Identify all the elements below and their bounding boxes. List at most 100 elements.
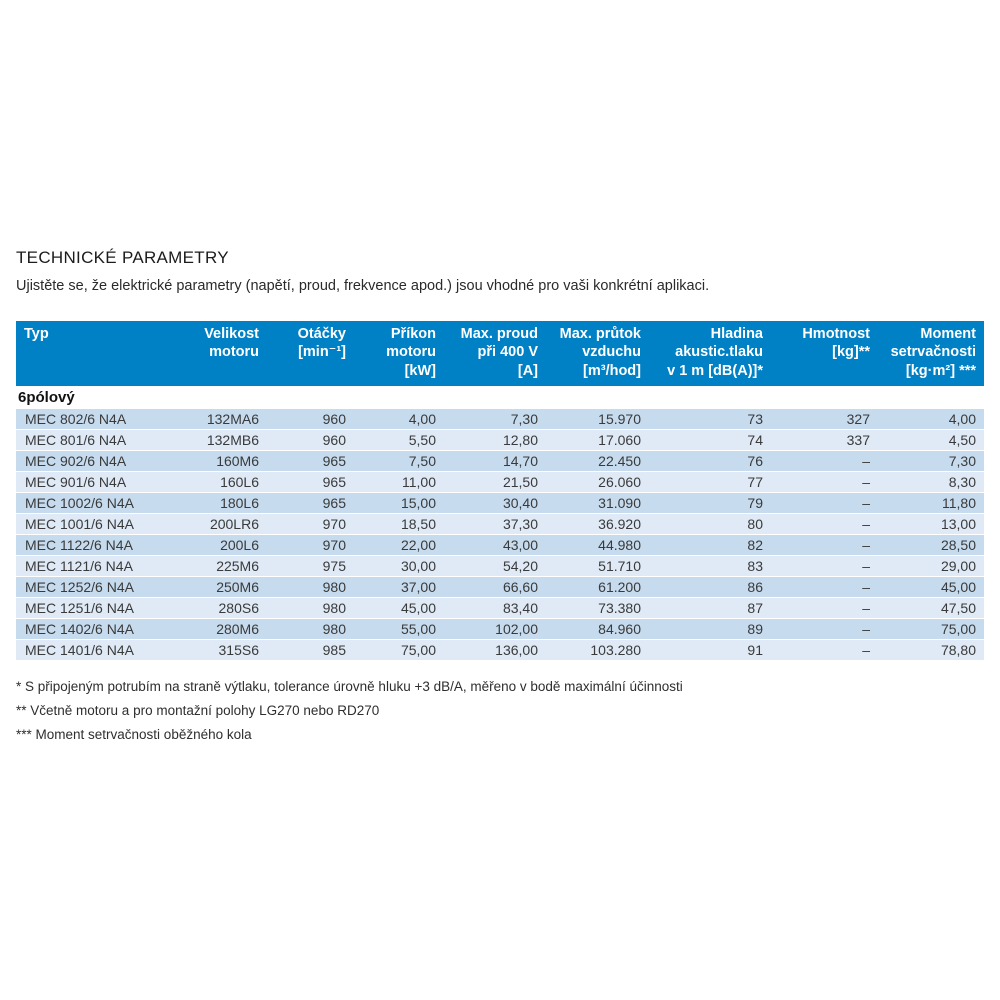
table-cell: 7,30 [444, 409, 546, 431]
table-cell: 31.090 [546, 493, 649, 515]
table-cell: 80 [649, 514, 771, 536]
table-cell: 4,00 [354, 409, 444, 431]
table-cell: 180L6 [196, 493, 267, 515]
table-row: MEC 802/6 N4A 132MA6 960 4,00 7,30 15.97… [16, 409, 984, 431]
table-cell: 975 [267, 556, 354, 578]
table-cell: 11,00 [354, 472, 444, 494]
table-cell: 225M6 [196, 556, 267, 578]
table-cell: – [771, 472, 878, 494]
table-cell: 250M6 [196, 577, 267, 599]
table-cell: – [771, 598, 878, 620]
section-row: 6pólový [16, 386, 984, 410]
column-header-otacky: Otáčky [min⁻¹] [267, 321, 354, 387]
table-cell: 30,40 [444, 493, 546, 515]
table-cell: 980 [267, 619, 354, 641]
table-cell: 47,50 [878, 598, 984, 620]
table-cell: 18,50 [354, 514, 444, 536]
table-cell: 5,50 [354, 430, 444, 452]
table-cell: 965 [267, 451, 354, 473]
column-header-hmotnost: Hmotnost [kg]** [771, 321, 878, 387]
table-row: MEC 1001/6 N4A 200LR6 970 18,50 37,30 36… [16, 514, 984, 536]
footnote: * S připojeným potrubím na straně výtlak… [16, 679, 683, 695]
table-cell: 22,00 [354, 535, 444, 557]
table-cell: 160M6 [196, 451, 267, 473]
table-cell: 77 [649, 472, 771, 494]
table-cell: 15,00 [354, 493, 444, 515]
table-cell: 280S6 [196, 598, 267, 620]
table-cell: MEC 902/6 N4A [16, 451, 196, 473]
table-cell: MEC 1121/6 N4A [16, 556, 196, 578]
table-cell: 55,00 [354, 619, 444, 641]
table-cell: 87 [649, 598, 771, 620]
table-cell: 13,00 [878, 514, 984, 536]
table-cell: 89 [649, 619, 771, 641]
table-cell: 970 [267, 535, 354, 557]
table-cell: 86 [649, 577, 771, 599]
table-cell: 160L6 [196, 472, 267, 494]
table-cell: 83,40 [444, 598, 546, 620]
table-cell: 4,00 [878, 409, 984, 431]
table-cell: 37,00 [354, 577, 444, 599]
table-cell: MEC 801/6 N4A [16, 430, 196, 452]
table-cell: 965 [267, 472, 354, 494]
footnote: *** Moment setrvačnosti oběžného kola [16, 727, 252, 743]
table-cell: 8,30 [878, 472, 984, 494]
table-cell: 36.920 [546, 514, 649, 536]
page-subtitle: Ujistěte se, že elektrické parametry (na… [16, 278, 710, 294]
table-cell: – [771, 577, 878, 599]
table-cell: 15.970 [546, 409, 649, 431]
table-row: MEC 1252/6 N4A 250M6 980 37,00 66,60 61.… [16, 577, 984, 599]
table-cell: 132MB6 [196, 430, 267, 452]
table-row: MEC 901/6 N4A 160L6 965 11,00 21,50 26.0… [16, 472, 984, 494]
table-cell: 103.280 [546, 640, 649, 662]
table-cell: 44.980 [546, 535, 649, 557]
table-cell: 91 [649, 640, 771, 662]
table-body: 6pólový MEC 802/6 N4A 132MA6 960 4,00 7,… [16, 386, 984, 662]
column-header-hladina-tlaku: Hladina akustic.tlaku v 1 m [dB(A)]* [649, 321, 771, 387]
table-cell: 82 [649, 535, 771, 557]
table-cell: 51.710 [546, 556, 649, 578]
table-cell: – [771, 514, 878, 536]
table-cell: 76 [649, 451, 771, 473]
table-cell: 43,00 [444, 535, 546, 557]
table-cell: MEC 1402/6 N4A [16, 619, 196, 641]
table-row: MEC 1122/6 N4A 200L6 970 22,00 43,00 44.… [16, 535, 984, 557]
table-cell: 37,30 [444, 514, 546, 536]
column-header-prikon-motoru: Příkon motoru [kW] [354, 321, 444, 387]
table-row: MEC 1121/6 N4A 225M6 975 30,00 54,20 51.… [16, 556, 984, 578]
table-cell: 337 [771, 430, 878, 452]
table-cell: 74 [649, 430, 771, 452]
section-label: 6pólový [16, 386, 984, 410]
table-row: MEC 1002/6 N4A 180L6 965 15,00 30,40 31.… [16, 493, 984, 515]
table-cell: – [771, 493, 878, 515]
table-cell: 11,80 [878, 493, 984, 515]
table-cell: 280M6 [196, 619, 267, 641]
table-cell: – [771, 640, 878, 662]
table-cell: 4,50 [878, 430, 984, 452]
table-cell: MEC 1002/6 N4A [16, 493, 196, 515]
table-cell: 200LR6 [196, 514, 267, 536]
table-cell: 980 [267, 598, 354, 620]
table-cell: 327 [771, 409, 878, 431]
table-cell: – [771, 451, 878, 473]
table-cell: MEC 1252/6 N4A [16, 577, 196, 599]
table-row: MEC 801/6 N4A 132MB6 960 5,50 12,80 17.0… [16, 430, 984, 452]
table-cell: 985 [267, 640, 354, 662]
column-header-typ: Typ [16, 321, 196, 387]
table-cell: – [771, 619, 878, 641]
content-area: TECHNICKÉ PARAMETRY Ujistěte se, že elek… [16, 248, 984, 747]
footnote: ** Včetně motoru a pro montažní polohy L… [16, 703, 380, 719]
table-cell: MEC 1401/6 N4A [16, 640, 196, 662]
table-cell: – [771, 556, 878, 578]
table-cell: 61.200 [546, 577, 649, 599]
table-cell: 78,80 [878, 640, 984, 662]
table-cell: 83 [649, 556, 771, 578]
column-header-max-prutok: Max. průtok vzduchu [m³/hod] [546, 321, 649, 387]
table-cell: 132MA6 [196, 409, 267, 431]
table-cell: 26.060 [546, 472, 649, 494]
technical-parameters-table: Typ Velikost motoru Otáčky [min⁻¹] Příko… [16, 321, 984, 662]
page-title: TECHNICKÉ PARAMETRY [16, 248, 229, 267]
table-cell: 980 [267, 577, 354, 599]
table-cell: MEC 901/6 N4A [16, 472, 196, 494]
